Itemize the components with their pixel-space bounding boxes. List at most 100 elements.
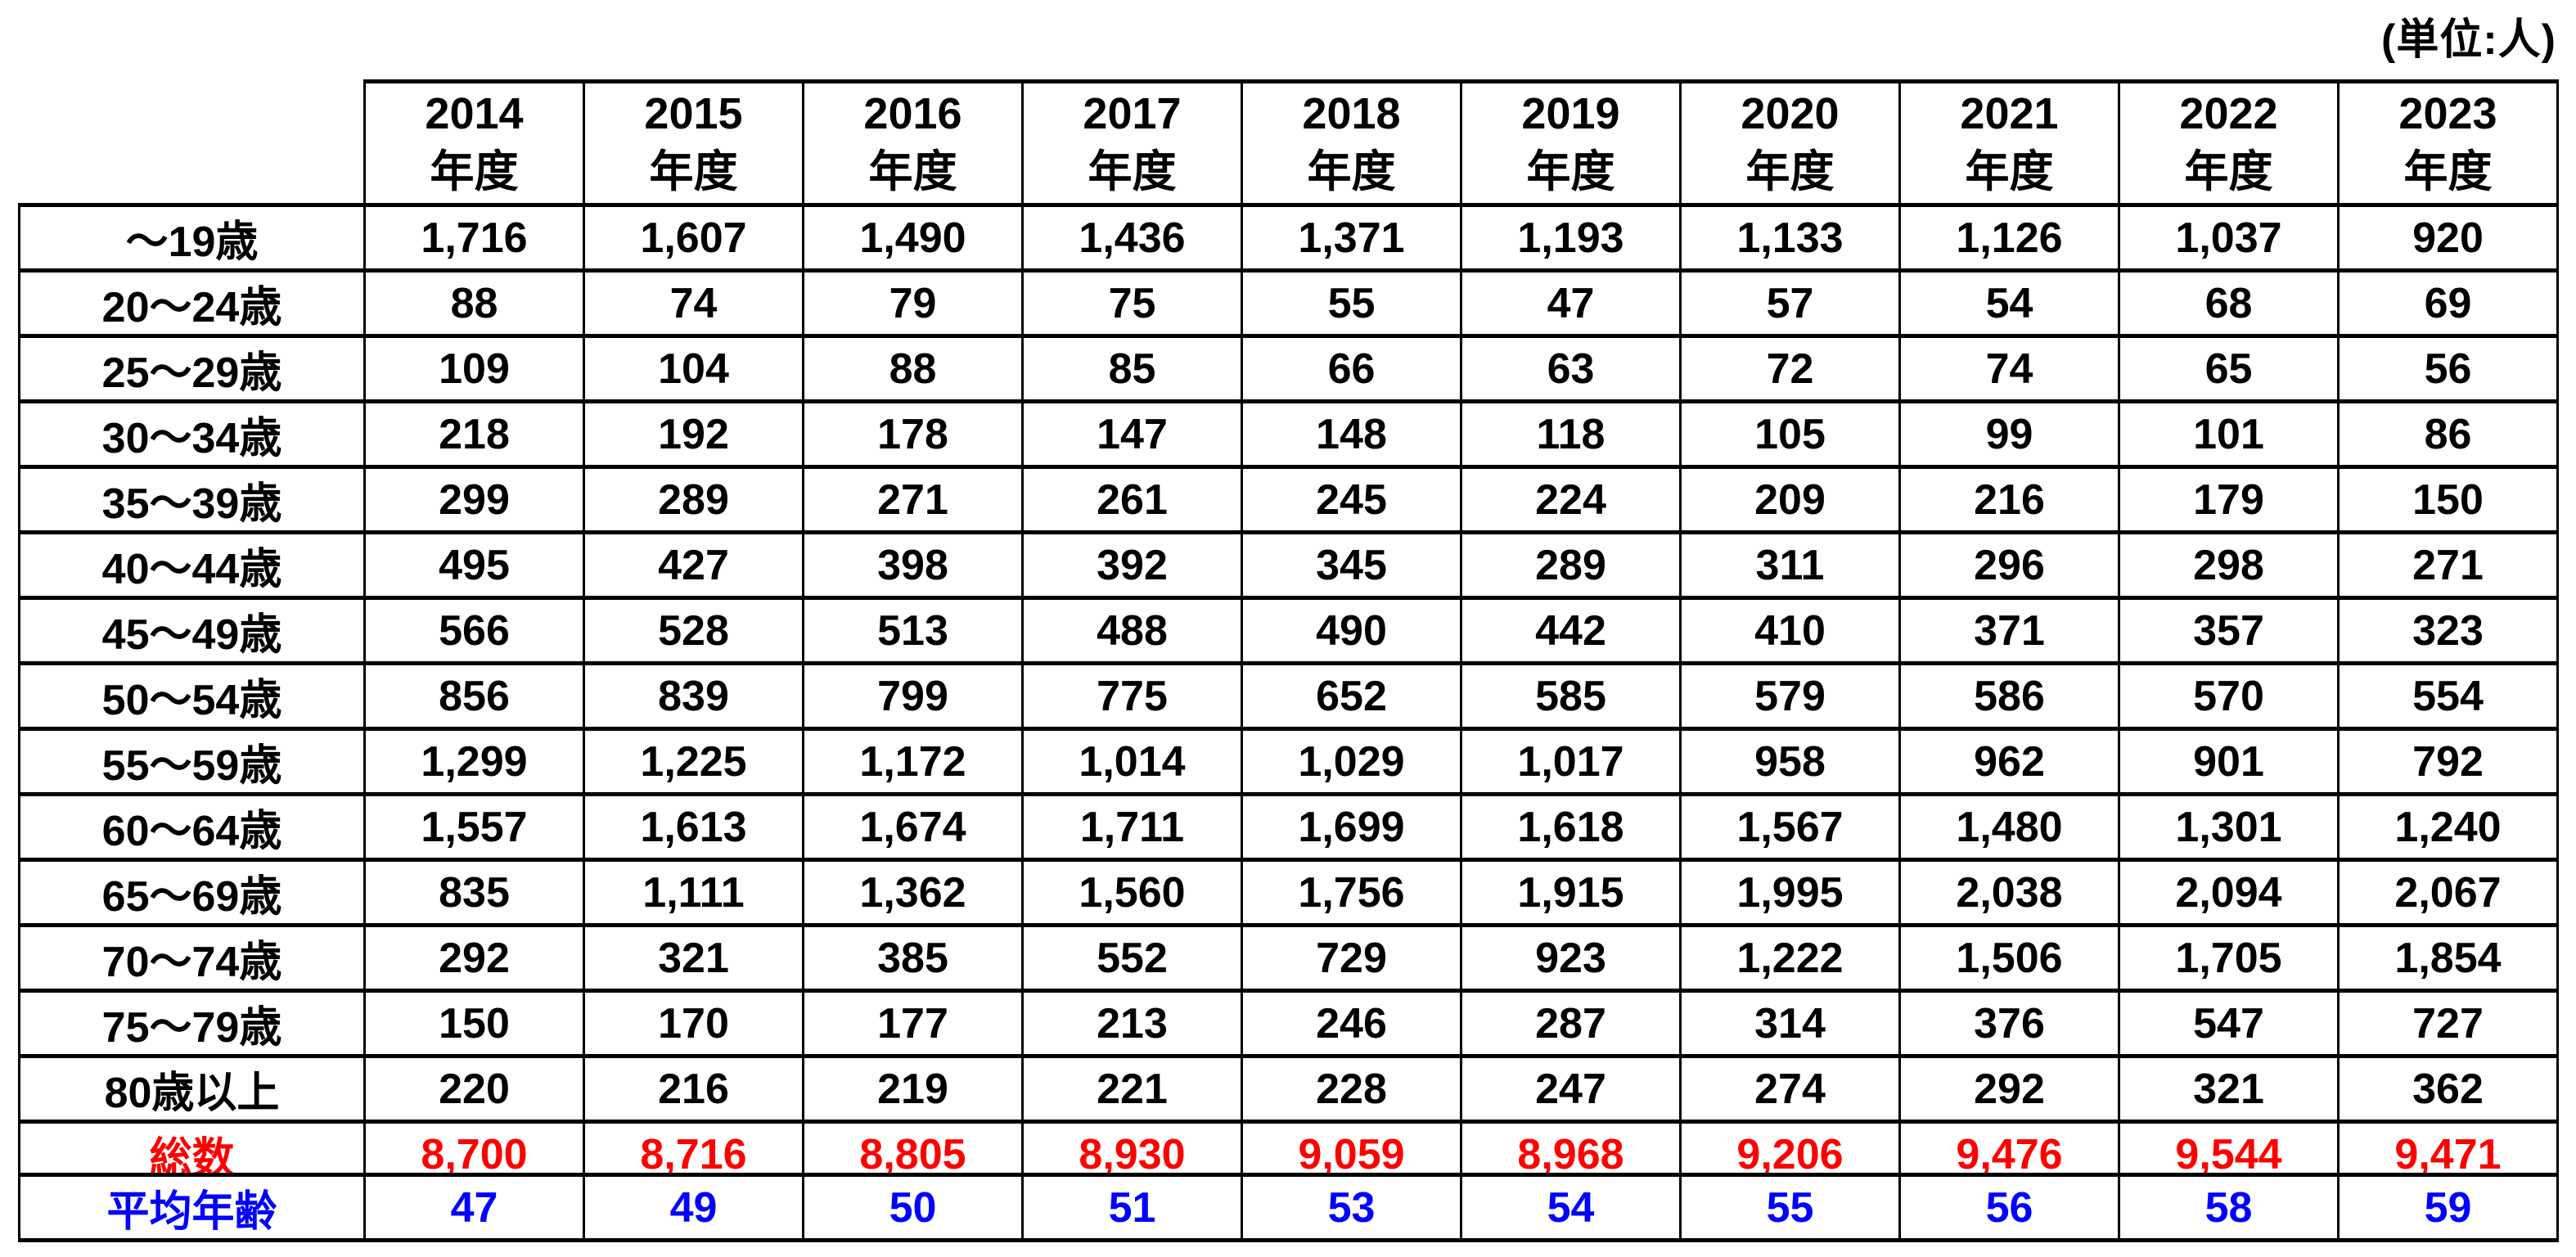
age-row: 50～54歳 856 839 799 775 652 585 579 586 570 554: [18, 661, 2559, 731]
year-text: 2021: [1960, 89, 2059, 138]
age-row: 80歳以上 220 216 219 221 228 247 274 292 321 362: [18, 1054, 2559, 1124]
value-cell: 1,567: [1679, 792, 1901, 862]
value-cell: 118: [1460, 399, 1682, 469]
year-header-cell: 2018 年度: [1241, 79, 1462, 207]
value-cell: 321: [583, 923, 804, 993]
value-cell: 289: [1460, 530, 1682, 600]
value-cell: 729: [1241, 923, 1462, 993]
value-cell: 570: [2118, 661, 2340, 731]
value-cell: 218: [363, 399, 585, 469]
value-cell: 228: [1241, 1054, 1462, 1124]
value-cell: 901: [2118, 727, 2340, 796]
average-value-cell: 53: [1241, 1173, 1462, 1242]
year-header-cell: 2019 年度: [1460, 79, 1682, 207]
value-cell: 585: [1460, 661, 1682, 731]
age-row: 45～49歳 566 528 513 488 490 442 410 371 357 323: [18, 596, 2559, 665]
value-cell: 147: [1021, 399, 1243, 469]
value-cell: 835: [363, 858, 585, 927]
value-cell: 274: [1679, 1054, 1901, 1124]
value-cell: 552: [1021, 923, 1243, 993]
value-cell: 958: [1679, 727, 1901, 796]
value-cell: 179: [2118, 465, 2340, 534]
value-cell: 65: [2118, 334, 2340, 403]
average-age-row: 平均年齢 47 49 50 51 53 54 55 56 58 59: [18, 1173, 2559, 1242]
age-label-cell: ～19歳: [18, 203, 366, 273]
value-cell: 775: [1021, 661, 1243, 731]
value-cell: 792: [2337, 727, 2559, 796]
value-cell: 55: [1241, 268, 1462, 338]
value-cell: 246: [1241, 989, 1462, 1058]
year-suffix-text: 年度: [1965, 147, 2054, 196]
value-cell: 566: [363, 596, 585, 665]
value-cell: 150: [363, 989, 585, 1058]
value-cell: 1,618: [1460, 792, 1682, 862]
average-age-table: 平均年齢 47 49 50 51 53 54 55 56 58 59: [18, 1173, 2559, 1242]
age-row: 75～79歳 150 170 177 213 246 287 314 376 547 727: [18, 989, 2559, 1058]
year-suffix-text: 年度: [649, 147, 738, 196]
value-cell: 74: [1898, 334, 2120, 403]
value-cell: 170: [583, 989, 804, 1058]
table-header: 2014 年度 2015 年度 2016 年度 2017 年度 2018 年度 2019 年度 2020…: [20, 79, 2559, 207]
value-cell: 216: [1898, 465, 2120, 534]
age-row: 35～39歳 299 289 271 261 245 224 209 216 179 150: [18, 465, 2559, 534]
year-suffix-text: 年度: [1088, 147, 1177, 196]
age-row: 70～74歳 292 321 385 552 729 923 1,222 1,506 1,705 1…: [18, 923, 2559, 993]
age-row: 40～44歳 495 427 398 392 345 289 311 296 298 271: [18, 530, 2559, 600]
value-cell: 376: [1898, 989, 2120, 1058]
value-cell: 1,854: [2337, 923, 2559, 993]
value-cell: 2,038: [1898, 858, 2120, 927]
value-cell: 221: [1021, 1054, 1243, 1124]
value-cell: 357: [2118, 596, 2340, 665]
value-cell: 547: [2118, 989, 2340, 1058]
unit-label: (単位:人): [2381, 16, 2556, 64]
value-cell: 1,126: [1898, 203, 2120, 273]
value-cell: 321: [2118, 1054, 2340, 1124]
value-cell: 47: [1460, 268, 1682, 338]
year-text: 2022: [2179, 89, 2278, 138]
value-cell: 579: [1679, 661, 1901, 731]
value-cell: 1,506: [1898, 923, 2120, 993]
value-cell: 727: [2337, 989, 2559, 1058]
year-suffix-text: 年度: [1307, 147, 1396, 196]
value-cell: 1,225: [583, 727, 804, 796]
value-cell: 56: [2337, 334, 2559, 403]
age-distribution-table: 2014 年度 2015 年度 2016 年度 2017 年度 2018 年度 2019 年度 2020…: [18, 79, 2559, 1189]
value-cell: 271: [802, 465, 1024, 534]
value-cell: 371: [1898, 596, 2120, 665]
year-text: 2019: [1521, 89, 1620, 138]
value-cell: 299: [363, 465, 585, 534]
value-cell: 345: [1241, 530, 1462, 600]
value-cell: 1,915: [1460, 858, 1682, 927]
value-cell: 392: [1021, 530, 1243, 600]
year-suffix-text: 年度: [2184, 147, 2273, 196]
value-cell: 287: [1460, 989, 1682, 1058]
value-cell: 1,674: [802, 792, 1024, 862]
value-cell: 1,301: [2118, 792, 2340, 862]
value-cell: 488: [1021, 596, 1243, 665]
value-cell: 442: [1460, 596, 1682, 665]
value-cell: 63: [1460, 334, 1682, 403]
average-value-cell: 47: [363, 1173, 585, 1242]
year-text: 2023: [2398, 89, 2497, 138]
year-header-cell: 2017 年度: [1021, 79, 1243, 207]
value-cell: 177: [802, 989, 1024, 1058]
value-cell: 1,172: [802, 727, 1024, 796]
value-cell: 1,222: [1679, 923, 1901, 993]
value-cell: 2,067: [2337, 858, 2559, 927]
value-cell: 85: [1021, 334, 1243, 403]
value-cell: 86: [2337, 399, 2559, 469]
value-cell: 74: [583, 268, 804, 338]
value-cell: 213: [1021, 989, 1243, 1058]
age-row: 55～59歳 1,299 1,225 1,172 1,014 1,029 1,017 958 9…: [18, 727, 2559, 796]
value-cell: 410: [1679, 596, 1901, 665]
value-cell: 1,037: [2118, 203, 2340, 273]
value-cell: 1,557: [363, 792, 585, 862]
value-cell: 1,756: [1241, 858, 1462, 927]
table-body: ～19歳 1,716 1,607 1,490 1,436 1,371 1,193 1,133 1…: [18, 203, 2559, 1189]
value-cell: 1,560: [1021, 858, 1243, 927]
year-header-cell: 2022 年度: [2118, 79, 2340, 207]
value-cell: 57: [1679, 268, 1901, 338]
value-cell: 1,029: [1241, 727, 1462, 796]
value-cell: 68: [2118, 268, 2340, 338]
